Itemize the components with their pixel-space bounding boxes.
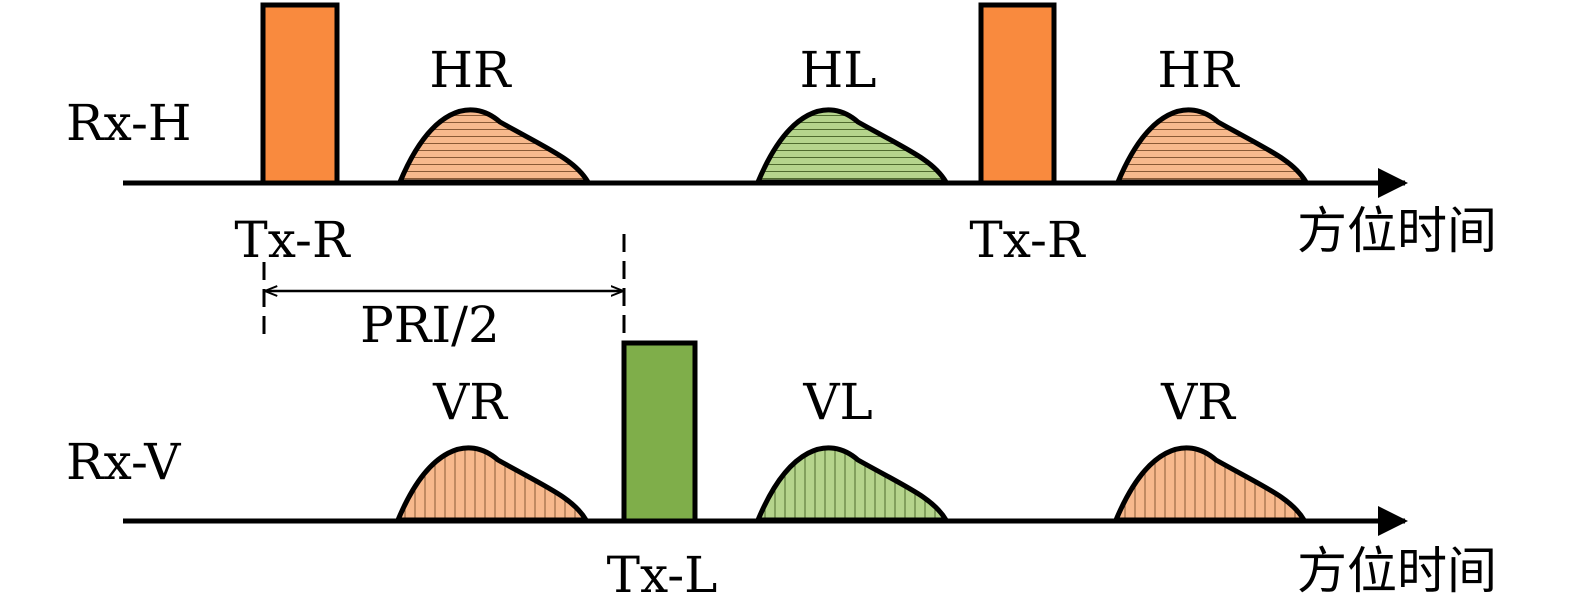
row-rx-v: Rx-V VR VL VR Tx-L 方位时间 — [66, 340, 1497, 604]
echo-label-hr-2: HR — [1157, 41, 1240, 99]
echo-hr-1 — [397, 107, 591, 185]
echo-hl — [755, 107, 949, 185]
echo-label-hl: HL — [800, 41, 877, 99]
echo-label-vr-2: VR — [1160, 373, 1236, 431]
interval-label: PRI/2 — [360, 296, 500, 354]
axis-label-azimuth-time-v: 方位时间 — [1297, 542, 1497, 600]
echo-label-vr-1: VR — [432, 373, 508, 431]
echo-label-hr-1: HR — [429, 41, 512, 99]
echo-vr-2 — [1113, 445, 1307, 523]
tx-label-l: Tx-L — [607, 546, 718, 604]
axis-label-azimuth-time-h: 方位时间 — [1297, 202, 1497, 260]
tx-r-pulse-1 — [260, 2, 340, 186]
echo-vl — [755, 445, 949, 523]
tx-label-r-1: Tx-R — [234, 211, 351, 269]
echo-label-vl: VL — [802, 373, 872, 431]
pri-half-interval: PRI/2 — [262, 234, 626, 354]
echo-hr-2 — [1115, 107, 1309, 185]
row-label-rx-h: Rx-H — [66, 94, 191, 152]
tx-r-pulse-2 — [978, 2, 1057, 186]
tx-label-r-2: Tx-R — [969, 211, 1086, 269]
echo-vr-1 — [395, 445, 589, 523]
tx-l-pulse — [621, 340, 698, 524]
row-label-rx-v: Rx-V — [66, 433, 181, 491]
row-rx-h: Rx-H HR HL HR Tx-R Tx-R 方位时间 — [66, 2, 1497, 269]
